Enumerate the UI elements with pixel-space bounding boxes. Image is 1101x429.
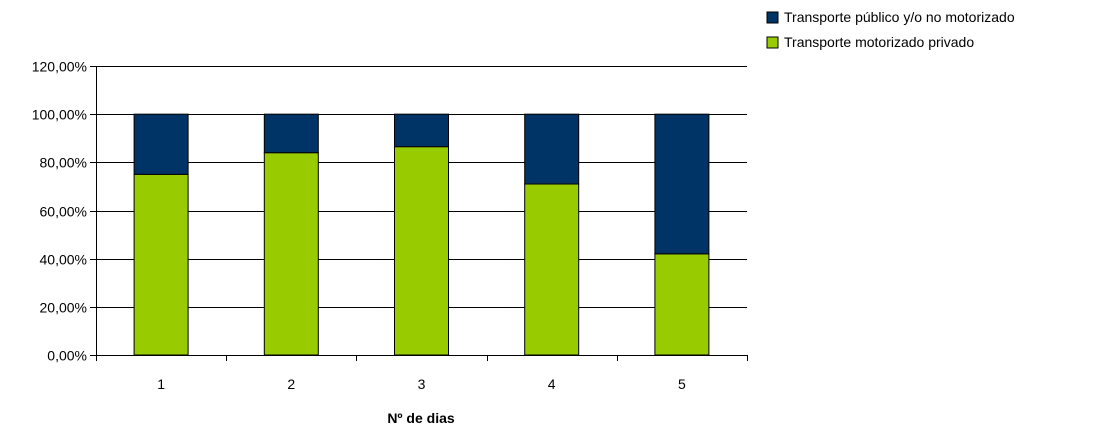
bar-segment-public-5: [654, 113, 710, 255]
legend-label: Transporte motorizado privado: [784, 34, 974, 50]
bar-segment-private-2: [263, 152, 319, 356]
y-tick-label: 40,00%: [40, 252, 87, 268]
legend: Transporte público y/o no motorizado Tran…: [766, 9, 1015, 50]
x-tick-label: 5: [678, 376, 686, 392]
y-tick-label: 100,00%: [32, 107, 87, 123]
x-tick-label: 2: [287, 376, 295, 392]
y-tick-labels: 0,00% 20,00% 40,00% 60,00% 80,00% 100,00% 120,…: [32, 59, 87, 364]
x-tick-labels: 1 2 3 4 5: [157, 376, 686, 392]
legend-swatch: [766, 36, 779, 49]
bar-segment-private-5: [654, 253, 710, 356]
y-tick-label: 0,00%: [47, 348, 87, 364]
bars: [133, 113, 710, 356]
bar-segment-public-4: [524, 113, 580, 185]
y-tick-label: 80,00%: [40, 155, 87, 171]
y-tick-label: 20,00%: [40, 300, 87, 316]
legend-swatch: [766, 11, 779, 24]
bar-segment-private-4: [524, 183, 580, 356]
bar-segment-private-1: [133, 173, 189, 356]
legend-label: Transporte público y/o no motorizado: [784, 9, 1015, 25]
axes: [96, 66, 748, 361]
bar-segment-public-1: [133, 113, 189, 175]
y-tick-label: 60,00%: [40, 204, 87, 220]
x-tick-label: 3: [418, 376, 426, 392]
y-tick-label: 120,00%: [32, 59, 87, 75]
bar-segment-public-2: [263, 113, 319, 154]
x-tick-label: 4: [548, 376, 556, 392]
x-tick-label: 1: [157, 376, 165, 392]
x-axis-title: Nº de dias: [387, 410, 455, 426]
bar-segment-public-3: [394, 113, 449, 148]
bar-segment-private-3: [394, 146, 449, 356]
